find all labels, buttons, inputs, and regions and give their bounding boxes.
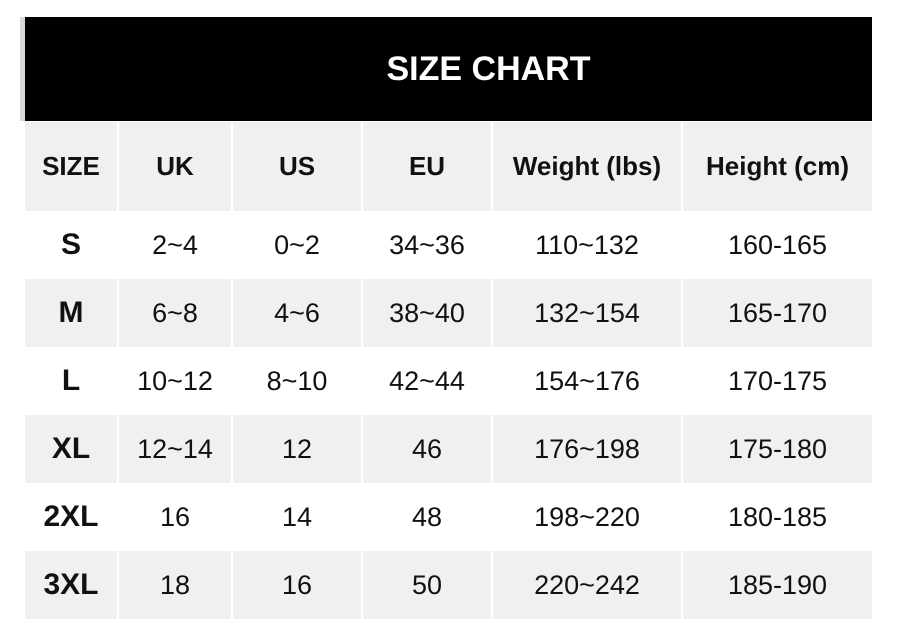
cell-height: 175-180 xyxy=(683,415,872,483)
size-table: SIZE UK US EU Weight (lbs) Height (cm) S… xyxy=(25,122,872,619)
cell-uk: 18 xyxy=(119,551,233,619)
table-row: XL 12~14 12 46 176~198 175-180 xyxy=(25,415,872,483)
cell-weight: 154~176 xyxy=(493,347,683,415)
cell-size: S xyxy=(25,211,119,279)
table-header-row: SIZE UK US EU Weight (lbs) Height (cm) xyxy=(25,122,872,211)
cell-eu: 38~40 xyxy=(363,279,493,347)
cell-height: 180-185 xyxy=(727,501,828,532)
size-chart-title: SIZE CHART xyxy=(25,17,872,121)
cell-weight: 220~242 xyxy=(493,551,683,619)
cell-height: 160-165 xyxy=(727,229,828,260)
table-row: S 2~4 0~2 34~36 110~132 160-165 xyxy=(25,211,872,279)
cell-height: 170-175 xyxy=(727,365,828,396)
header-height: Height (cm) xyxy=(683,122,872,211)
cell-eu: 42~44 xyxy=(363,347,493,415)
header-size: SIZE xyxy=(25,122,119,211)
header-uk: UK xyxy=(119,122,233,211)
cell-eu: 34~36 xyxy=(363,211,493,279)
cell-size: M xyxy=(25,279,119,347)
cell-uk: 2~4 xyxy=(119,211,233,279)
cell-eu: 50 xyxy=(363,551,493,619)
table-row: 3XL 18 16 50 220~242 185-190 xyxy=(25,551,872,619)
cell-us: 8~10 xyxy=(233,347,363,415)
cell-us: 16 xyxy=(233,551,363,619)
cell-us: 12 xyxy=(233,415,363,483)
table-row: M 6~8 4~6 38~40 132~154 165-170 xyxy=(25,279,872,347)
cell-height: 165-170 xyxy=(683,279,872,347)
cell-uk: 10~12 xyxy=(119,347,233,415)
cell-size: 2XL xyxy=(25,483,119,551)
cell-weight: 198~220 xyxy=(493,483,683,551)
table-row: 2XL 16 14 48 198~220 180-185 xyxy=(25,483,872,551)
cell-eu: 46 xyxy=(363,415,493,483)
cell-us: 0~2 xyxy=(233,211,363,279)
cell-uk: 16 xyxy=(119,483,233,551)
cell-uk: 6~8 xyxy=(119,279,233,347)
cell-uk: 12~14 xyxy=(119,415,233,483)
cell-weight: 176~198 xyxy=(493,415,683,483)
cell-weight: 110~132 xyxy=(493,211,683,279)
cell-eu: 48 xyxy=(363,483,493,551)
cell-size: 3XL xyxy=(25,551,119,619)
cell-height: 185-190 xyxy=(683,551,872,619)
cell-size: XL xyxy=(25,415,119,483)
cell-us: 14 xyxy=(233,483,363,551)
cell-us: 4~6 xyxy=(233,279,363,347)
cell-weight: 132~154 xyxy=(493,279,683,347)
table-row: L 10~12 8~10 42~44 154~176 170-175 xyxy=(25,347,872,415)
left-edge xyxy=(20,17,26,121)
header-us: US xyxy=(233,122,363,211)
cell-size: L xyxy=(25,347,119,415)
header-weight: Weight (lbs) xyxy=(493,122,683,211)
header-eu: EU xyxy=(363,122,493,211)
